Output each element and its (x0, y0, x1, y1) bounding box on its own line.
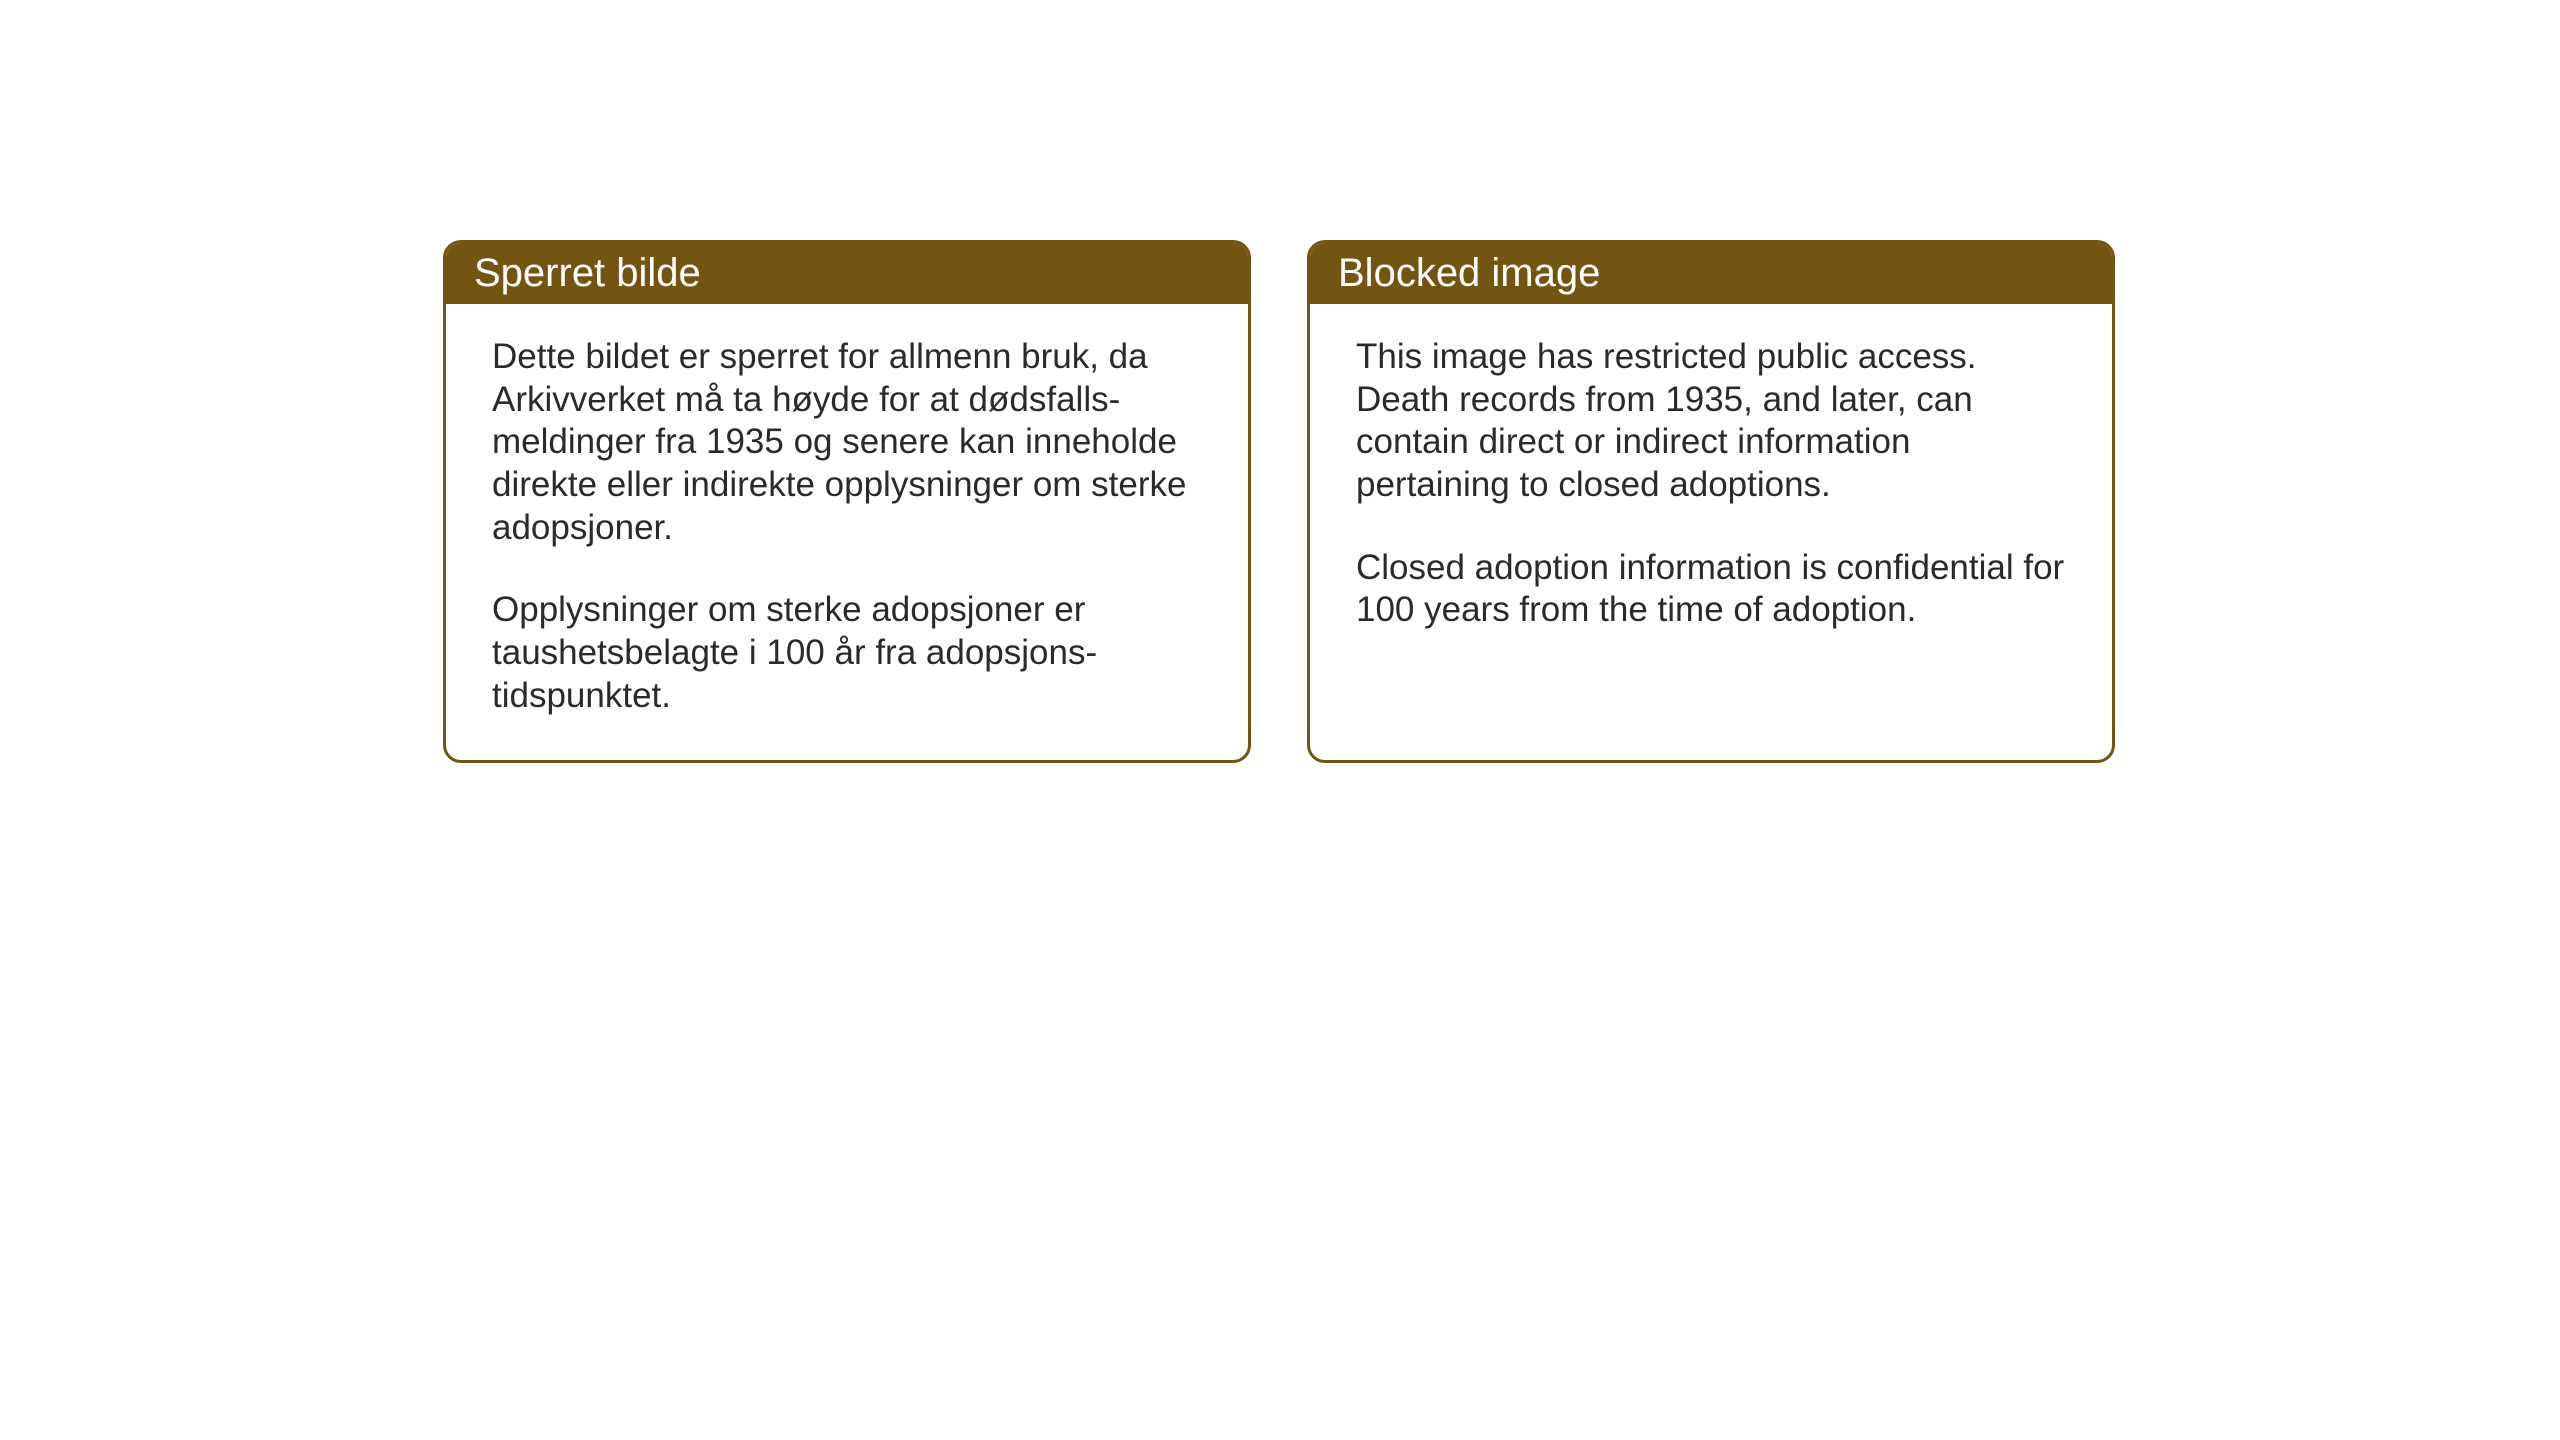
card-title-norwegian: Sperret bilde (474, 251, 701, 295)
card-header-english: Blocked image (1310, 243, 2112, 304)
card-title-english: Blocked image (1338, 251, 1600, 295)
card-paragraph-2-norwegian: Opplysninger om sterke adopsjoner er tau… (492, 589, 1202, 717)
notice-card-norwegian: Sperret bilde Dette bildet er sperret fo… (443, 240, 1251, 763)
card-paragraph-1-english: This image has restricted public access.… (1356, 336, 2066, 507)
card-paragraph-2-english: Closed adoption information is confident… (1356, 547, 2066, 632)
card-paragraph-1-norwegian: Dette bildet er sperret for allmenn bruk… (492, 336, 1202, 549)
card-header-norwegian: Sperret bilde (446, 243, 1248, 304)
notice-card-english: Blocked image This image has restricted … (1307, 240, 2115, 763)
card-body-norwegian: Dette bildet er sperret for allmenn bruk… (446, 304, 1248, 760)
card-body-english: This image has restricted public access.… (1310, 304, 2112, 674)
notice-cards-container: Sperret bilde Dette bildet er sperret fo… (443, 240, 2115, 763)
